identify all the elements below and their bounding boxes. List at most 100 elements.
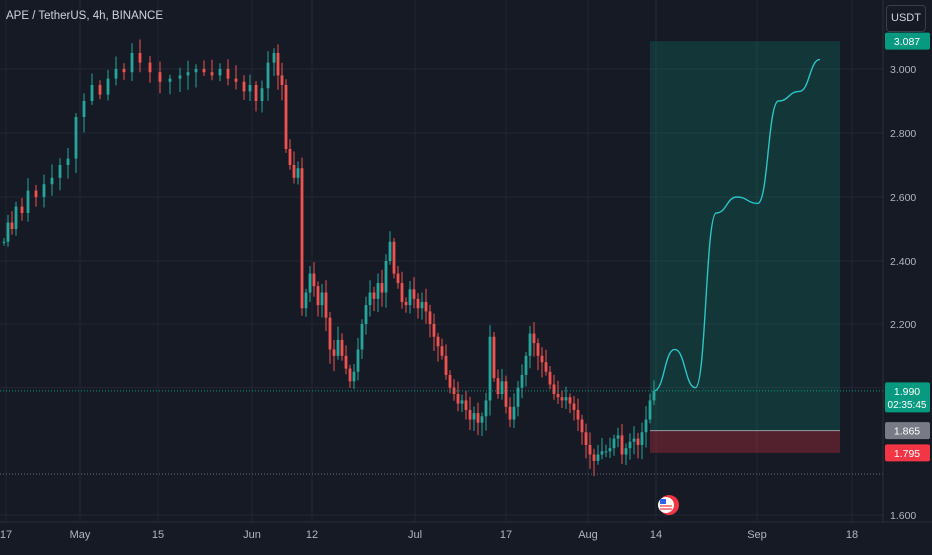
candle-body: [158, 72, 162, 82]
candle: [210, 59, 214, 81]
candle: [524, 352, 528, 387]
candle-body: [588, 444, 592, 455]
candle: [492, 331, 496, 382]
candle-body: [528, 333, 532, 356]
x-tick-label: 17: [0, 529, 12, 541]
candle: [388, 231, 392, 265]
candle-body: [412, 289, 416, 299]
time-axis: 17 May 15 Jun 12 Jul 17 Aug 14 Sep 18: [0, 521, 932, 541]
candle-body: [288, 149, 292, 165]
current-price-label: 1.990 02:35:45: [885, 382, 930, 413]
x-tick-label: 18: [846, 529, 858, 541]
candle-body: [632, 438, 636, 442]
price-axis: 3.000 2.800 2.600 2.400 2.200 1.600: [882, 0, 916, 522]
candle-body: [234, 78, 238, 82]
candle: [138, 39, 142, 73]
x-tick-label: May: [70, 529, 91, 541]
candle-body: [336, 339, 340, 356]
candle-body: [448, 374, 452, 388]
candle-body: [548, 371, 552, 385]
candle-body: [368, 292, 372, 306]
candle: [396, 266, 400, 289]
candle: [408, 280, 412, 314]
candle-body: [488, 336, 492, 401]
x-tick-label: 17: [500, 529, 512, 541]
candle: [384, 254, 388, 308]
candle-body: [328, 317, 332, 350]
candle: [544, 349, 548, 376]
candle: [178, 67, 182, 93]
candle-body: [304, 292, 308, 309]
candle: [512, 393, 516, 429]
candle-body: [210, 72, 214, 76]
candle-body: [272, 53, 276, 63]
y-tick-label: 2.600: [890, 192, 916, 204]
candle: [360, 319, 364, 360]
candle-body: [468, 409, 472, 420]
candle-body: [260, 88, 264, 101]
stop-price-label-bg: [885, 444, 930, 462]
candle: [472, 406, 476, 431]
candle-body: [58, 165, 62, 178]
candle: [324, 280, 328, 332]
candle: [588, 432, 592, 469]
chart-grid: [0, 0, 883, 522]
candle: [130, 43, 134, 81]
candle: [456, 381, 460, 412]
candle: [348, 364, 352, 388]
candle-body: [312, 273, 316, 287]
candle-body: [428, 311, 432, 324]
candle-body: [242, 81, 246, 92]
candle: [520, 364, 524, 399]
candle: [356, 338, 360, 381]
candle: [392, 237, 396, 279]
candle: [6, 214, 10, 247]
candle-body: [476, 413, 480, 423]
candle: [272, 48, 276, 77]
candle-body: [300, 168, 304, 309]
candle: [148, 55, 152, 83]
candle: [480, 412, 484, 437]
candle: [460, 394, 464, 413]
candle: [90, 73, 94, 105]
current-price-label-countdown: 02:35:45: [888, 400, 927, 411]
currency-button[interactable]: USDT: [886, 5, 926, 32]
candle-body: [432, 324, 436, 337]
candle: [10, 211, 14, 235]
candle: [640, 422, 644, 460]
candle-body: [114, 69, 118, 79]
target-price-label: 3.087: [885, 32, 930, 50]
candle-body: [10, 222, 14, 229]
candle: [452, 379, 456, 401]
entry-price-label-bg: [885, 422, 930, 440]
target-price-label-bg: [885, 32, 930, 50]
candle-body: [178, 75, 182, 79]
candle: [616, 427, 620, 448]
candle: [312, 262, 316, 297]
candle: [644, 406, 648, 448]
candle-body: [404, 301, 408, 306]
candle-body: [504, 381, 508, 407]
candle-body: [122, 69, 126, 73]
candle-body: [600, 451, 604, 455]
candle: [584, 423, 588, 459]
candle: [432, 313, 436, 352]
candle: [596, 444, 600, 465]
candle-body: [604, 451, 608, 453]
candle: [58, 158, 62, 191]
us-flag-icon[interactable]: [658, 495, 679, 515]
candle-body: [564, 397, 568, 401]
candle: [352, 364, 356, 389]
candle-body: [356, 349, 360, 372]
x-tick-label: Aug: [578, 529, 598, 541]
candle: [464, 390, 468, 420]
candle: [2, 237, 6, 246]
candlestick-series: [2, 39, 656, 477]
candle: [504, 375, 508, 414]
candle: [440, 338, 444, 360]
candle-body: [360, 324, 364, 350]
target-zone: [650, 41, 840, 431]
candle: [42, 174, 46, 208]
